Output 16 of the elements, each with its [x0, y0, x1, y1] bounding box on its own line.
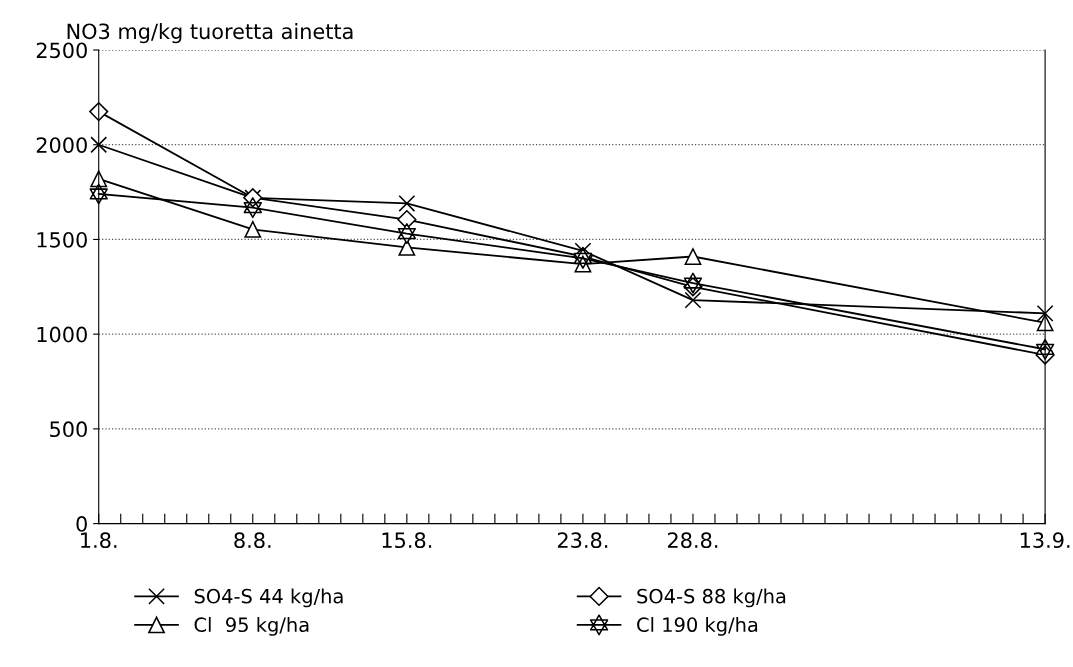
- legend-label: SO4-S 88 kg/ha: [637, 588, 786, 608]
- y-tick-label: 2000: [36, 137, 87, 153]
- x-tick-label: 23.8.: [557, 532, 608, 549]
- y-tick-label: 0: [76, 516, 87, 532]
- legend-label: Cl 190 kg/ha: [637, 616, 758, 636]
- x-tick-label: 28.8.: [667, 532, 718, 549]
- x-tick-label: 1.8.: [81, 532, 117, 549]
- legend-label: Cl 95 kg/ha: [194, 616, 309, 636]
- y-tick-label: 500: [50, 421, 87, 438]
- x-tick-label: 8.8.: [234, 532, 271, 549]
- y-tick-label: 1500: [37, 231, 87, 248]
- x-tick-label: 13.9.: [1020, 532, 1070, 549]
- y-tick-label: 1000: [37, 326, 87, 343]
- y-tick-label: 2500: [36, 42, 87, 59]
- x-tick-label: 15.8.: [382, 532, 432, 549]
- legend-label: SO4-S 44 kg/ha: [194, 588, 343, 608]
